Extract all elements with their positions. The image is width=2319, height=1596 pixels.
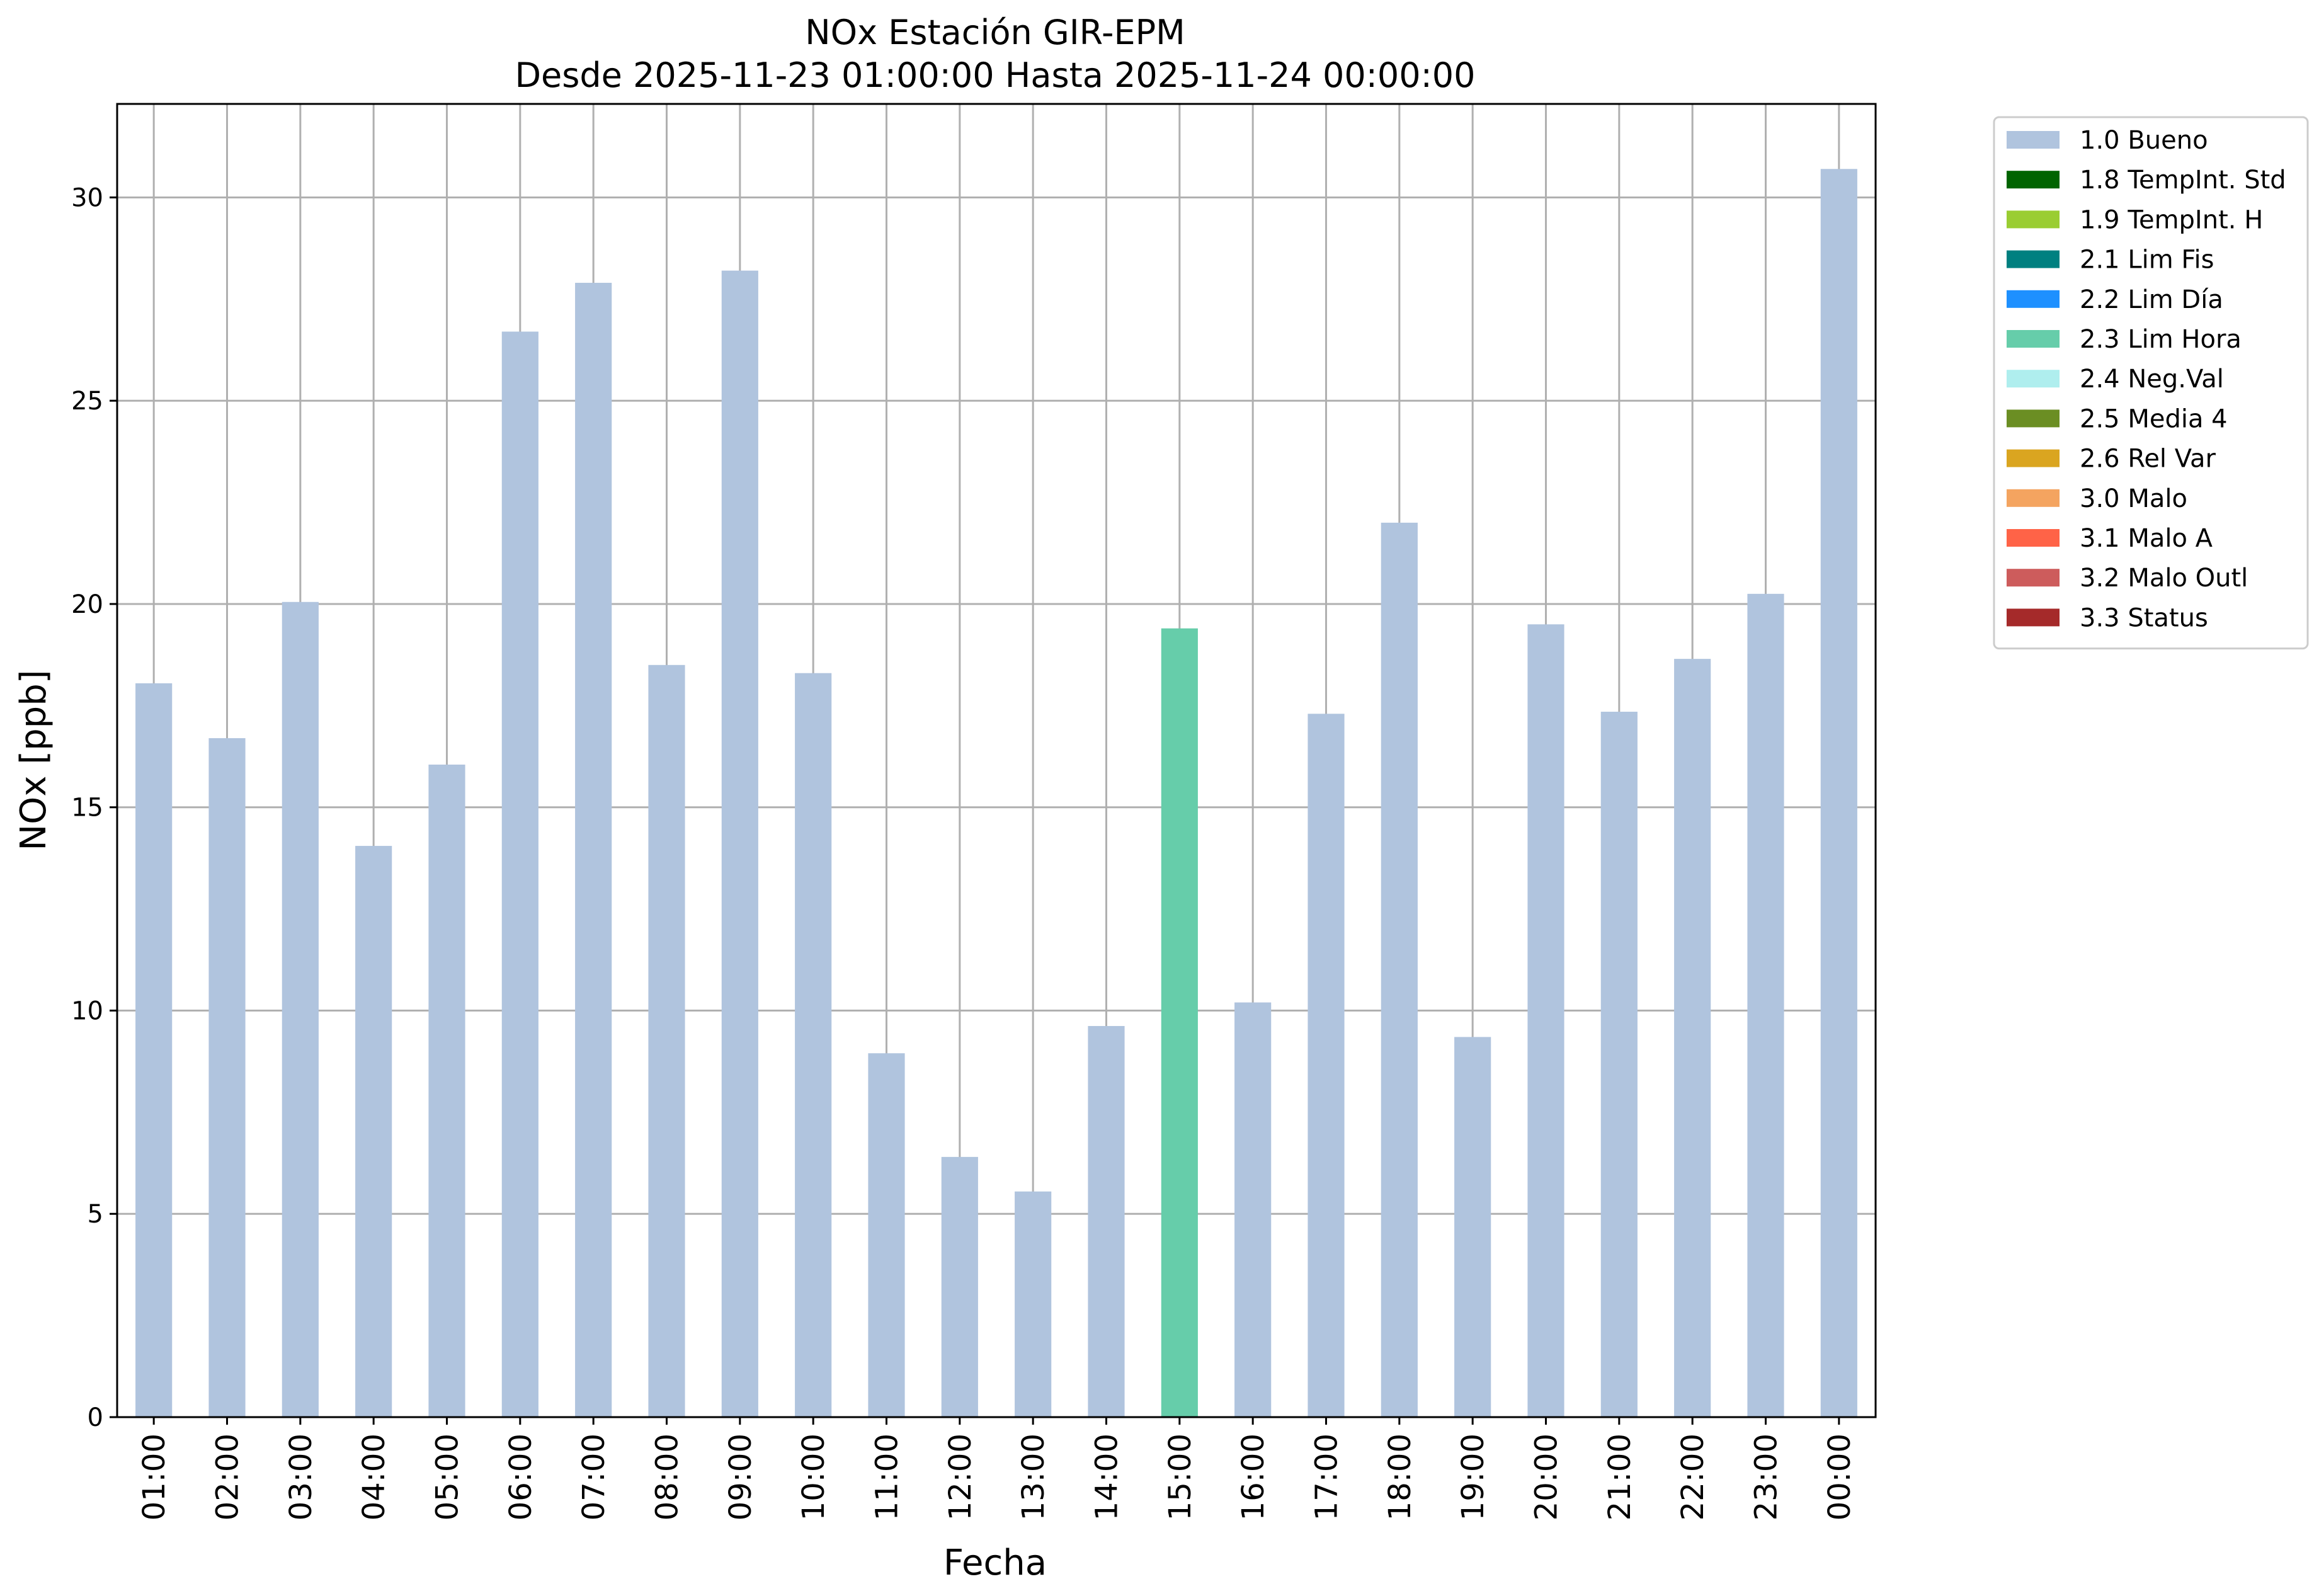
x-tick-label: 03:00 <box>283 1434 319 1520</box>
legend-swatch <box>2007 529 2060 547</box>
x-tick-label: 12:00 <box>943 1434 978 1520</box>
legend-swatch <box>2007 449 2060 467</box>
bar-1100 <box>868 1053 905 1417</box>
x-tick-label: 00:00 <box>1822 1434 1857 1520</box>
y-tick-label: 10 <box>71 996 103 1025</box>
legend: 1.0 Bueno 1.8 TempInt. Std 1.9 TempInt. H 2… <box>1993 116 2309 650</box>
x-tick-label: 05:00 <box>430 1434 465 1520</box>
bar-1300 <box>1015 1191 1052 1417</box>
x-tick-label: 04:00 <box>356 1434 392 1520</box>
legend-entry: 2.6 Rel Var <box>2080 445 2216 474</box>
y-tick-label: 5 <box>88 1200 103 1229</box>
y-tick-label: 30 <box>71 183 103 212</box>
x-tick-label: 21:00 <box>1602 1434 1638 1520</box>
x-tick-label: 10:00 <box>796 1434 831 1520</box>
y-tick-label: 15 <box>71 794 103 823</box>
legend-entry: 3.0 Malo <box>2080 484 2187 513</box>
legend-entry: 2.1 Lim Fis <box>2080 246 2214 275</box>
bar-1800 <box>1381 522 1418 1417</box>
x-tick-label: 18:00 <box>1382 1434 1418 1520</box>
bar-1200 <box>941 1156 978 1417</box>
x-tick-label: 07:00 <box>576 1434 612 1520</box>
legend-swatch <box>2007 370 2060 388</box>
legend-swatch <box>2007 210 2060 229</box>
y-tick-label: 25 <box>71 387 103 416</box>
x-axis: 01:00 02:00 03:00 04:00 05:00 06:00 07:00 08:00… <box>137 1417 1857 1520</box>
legend-swatch <box>2007 171 2060 189</box>
bar-1500 <box>1161 628 1198 1417</box>
legend-entry: 1.0 Bueno <box>2080 126 2208 155</box>
bar-2100 <box>1600 712 1638 1417</box>
bar-0200 <box>208 738 246 1417</box>
y-tick-label: 20 <box>71 590 103 619</box>
bar-2300 <box>1747 593 1784 1417</box>
legend-entry: 3.1 Malo A <box>2080 524 2213 553</box>
bar-1900 <box>1454 1037 1491 1417</box>
bar-2000 <box>1527 624 1564 1417</box>
legend-swatch <box>2007 409 2060 428</box>
x-tick-label: 22:00 <box>1675 1434 1711 1520</box>
bar-0600 <box>501 331 538 1417</box>
y-tick-label: 0 <box>88 1403 103 1432</box>
bar-0900 <box>721 270 758 1418</box>
legend-box <box>1993 116 2309 650</box>
legend-swatch <box>2007 330 2060 348</box>
x-tick-label: 09:00 <box>723 1434 758 1520</box>
bar-1400 <box>1088 1026 1125 1417</box>
bars <box>135 169 1857 1418</box>
legend-swatch <box>2007 290 2060 308</box>
bar-1700 <box>1308 714 1345 1417</box>
legend-entry: 1.9 TempInt. H <box>2080 205 2263 234</box>
x-axis-label: Fecha <box>943 1542 1047 1583</box>
x-tick-label: 15:00 <box>1163 1434 1198 1520</box>
chart-subtitle: Desde 2025-11-23 01:00:00 Hasta 2025-11-… <box>515 55 1475 95</box>
bar-0700 <box>575 283 612 1417</box>
x-tick-label: 16:00 <box>1236 1434 1271 1520</box>
bar-0300 <box>282 601 319 1418</box>
plot-frame <box>116 103 1877 1418</box>
bar-1600 <box>1234 1002 1272 1417</box>
x-tick-label: 20:00 <box>1529 1434 1564 1520</box>
x-tick-label: 13:00 <box>1016 1434 1051 1520</box>
x-tick-label: 23:00 <box>1749 1434 1784 1520</box>
legend-entry: 2.2 Lim Día <box>2080 285 2223 314</box>
x-tick-label: 14:00 <box>1090 1434 1125 1520</box>
x-tick-label: 06:00 <box>503 1434 538 1520</box>
bar-0500 <box>428 764 465 1417</box>
bar-0800 <box>648 664 685 1417</box>
bar-1000 <box>795 673 832 1417</box>
bar-0400 <box>355 846 392 1417</box>
legend-swatch <box>2007 608 2060 627</box>
legend-swatch <box>2007 250 2060 268</box>
chart-title: NOx Estación GIR-EPM <box>805 13 1185 52</box>
legend-entry: 3.2 Malo Outl <box>2080 564 2248 593</box>
bar-2200 <box>1674 659 1711 1417</box>
bar-0000 <box>1820 169 1857 1417</box>
legend-entry: 3.3 Status <box>2080 603 2208 632</box>
legend-entry: 2.5 Media 4 <box>2080 404 2228 433</box>
legend-swatch <box>2007 131 2060 149</box>
y-axis: 0 5 10 15 20 25 30 <box>71 183 117 1432</box>
x-tick-label: 02:00 <box>210 1434 246 1520</box>
y-axis-label: NOx [ppb] <box>13 670 54 850</box>
x-tick-label: 11:00 <box>870 1434 905 1520</box>
legend-entry: 1.8 TempInt. Std <box>2080 166 2286 195</box>
legend-swatch <box>2007 569 2060 587</box>
x-tick-label: 08:00 <box>650 1434 685 1520</box>
legend-swatch <box>2007 489 2060 507</box>
bar-0100 <box>135 683 173 1417</box>
x-tick-label: 19:00 <box>1456 1434 1491 1520</box>
legend-entry: 2.3 Lim Hora <box>2080 325 2242 354</box>
x-tick-label: 01:00 <box>137 1434 172 1520</box>
x-tick-label: 17:00 <box>1309 1434 1345 1520</box>
legend-entry: 2.4 Neg.Val <box>2080 365 2224 394</box>
